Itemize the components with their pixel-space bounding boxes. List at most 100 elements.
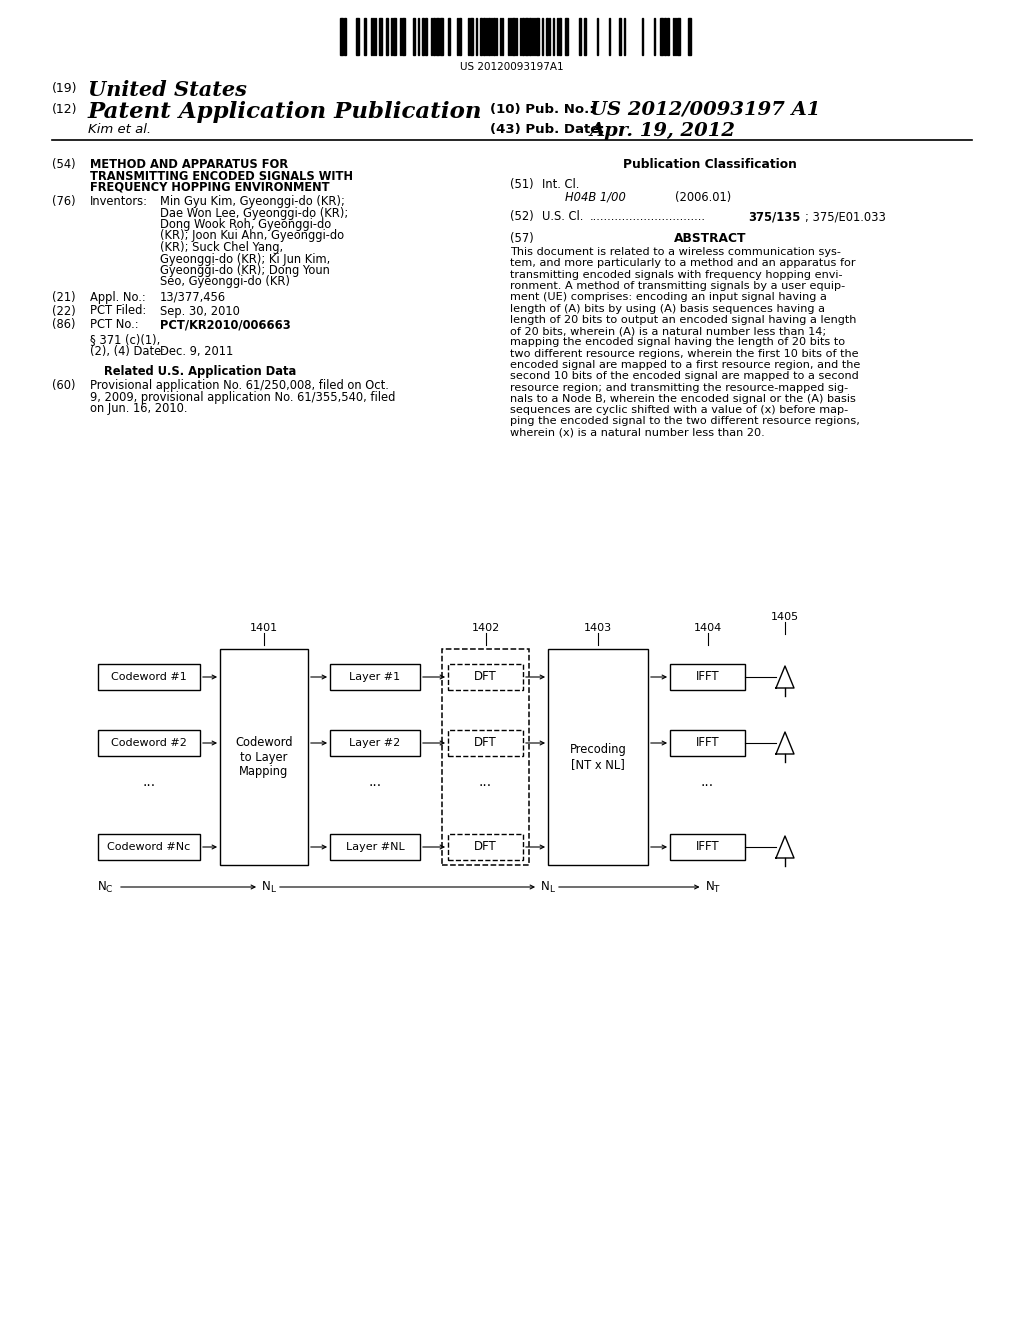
Text: 9, 2009, provisional application No. 61/355,540, filed: 9, 2009, provisional application No. 61/… <box>90 391 395 404</box>
Text: (2), (4) Date:: (2), (4) Date: <box>90 345 165 358</box>
Bar <box>422 18 424 55</box>
Text: PCT Filed:: PCT Filed: <box>90 305 146 318</box>
Text: (22): (22) <box>52 305 76 318</box>
Text: (52): (52) <box>510 210 534 223</box>
Bar <box>344 18 346 55</box>
Text: METHOD AND APPARATUS FOR: METHOD AND APPARATUS FOR <box>90 158 288 172</box>
Text: § 371 (c)(1),: § 371 (c)(1), <box>90 334 160 346</box>
Bar <box>493 18 495 55</box>
Bar <box>688 18 691 55</box>
Text: DFT: DFT <box>474 737 497 750</box>
Bar <box>449 18 450 55</box>
Text: sequences are cyclic shifted with a value of (x) before map-: sequences are cyclic shifted with a valu… <box>510 405 848 416</box>
Text: Codeword #Nc: Codeword #Nc <box>108 842 190 851</box>
Bar <box>330 834 420 861</box>
Text: ...: ... <box>142 775 156 789</box>
Bar <box>565 18 568 55</box>
Text: Layer #2: Layer #2 <box>349 738 400 748</box>
Text: ping the encoded signal to the two different resource regions,: ping the encoded signal to the two diffe… <box>510 417 860 426</box>
Text: DFT: DFT <box>474 841 497 854</box>
Text: DFT: DFT <box>474 671 497 684</box>
Bar <box>433 18 435 55</box>
Text: (KR); Suck Chel Yang,: (KR); Suck Chel Yang, <box>160 242 283 253</box>
Text: (2006.01): (2006.01) <box>675 191 731 205</box>
Bar <box>459 18 461 55</box>
Text: IFFT: IFFT <box>695 841 719 854</box>
Text: Kim et al.: Kim et al. <box>88 123 152 136</box>
Bar <box>440 18 443 55</box>
Text: Codeword
to Layer
Mapping: Codeword to Layer Mapping <box>236 735 293 779</box>
Text: ronment. A method of transmitting signals by a user equip-: ronment. A method of transmitting signal… <box>510 281 845 290</box>
Bar <box>483 18 485 55</box>
Text: L: L <box>549 886 554 895</box>
Text: Codeword #1: Codeword #1 <box>112 672 186 682</box>
Bar <box>480 18 482 55</box>
Bar <box>677 18 680 55</box>
Text: N: N <box>706 880 715 894</box>
Text: (19): (19) <box>52 82 78 95</box>
Text: 1404: 1404 <box>693 623 722 634</box>
Text: (10) Pub. No.:: (10) Pub. No.: <box>490 103 595 116</box>
Text: Provisional application No. 61/250,008, filed on Oct.: Provisional application No. 61/250,008, … <box>90 379 389 392</box>
Text: IFFT: IFFT <box>695 737 719 750</box>
Text: PCT No.:: PCT No.: <box>90 318 138 331</box>
Text: of 20 bits, wherein (A) is a natural number less than 14;: of 20 bits, wherein (A) is a natural num… <box>510 326 826 337</box>
Text: ...: ... <box>369 775 382 789</box>
Text: (KR); Joon Kui Ahn, Gyeonggi-do: (KR); Joon Kui Ahn, Gyeonggi-do <box>160 230 344 243</box>
Text: IFFT: IFFT <box>695 671 719 684</box>
Text: second 10 bits of the encoded signal are mapped to a second: second 10 bits of the encoded signal are… <box>510 371 859 381</box>
Text: 1402: 1402 <box>471 623 500 634</box>
Bar <box>488 18 490 55</box>
Text: Apr. 19, 2012: Apr. 19, 2012 <box>590 121 736 140</box>
Bar <box>536 18 539 55</box>
Text: 1401: 1401 <box>250 623 279 634</box>
Text: Publication Classification: Publication Classification <box>623 158 797 172</box>
Bar <box>660 18 663 55</box>
Text: N: N <box>262 880 270 894</box>
Bar <box>220 649 308 865</box>
Bar <box>98 664 200 690</box>
Text: PCT/KR2010/006663: PCT/KR2010/006663 <box>160 318 291 331</box>
Text: Layer #NL: Layer #NL <box>346 842 404 851</box>
Bar <box>330 730 420 756</box>
Bar <box>425 18 427 55</box>
Bar <box>436 18 439 55</box>
Text: nals to a Node B, wherein the encoded signal or the (A) basis: nals to a Node B, wherein the encoded si… <box>510 393 856 404</box>
Text: (76): (76) <box>52 195 76 209</box>
Text: C: C <box>106 886 113 895</box>
Bar <box>386 18 388 55</box>
Bar <box>330 664 420 690</box>
Text: on Jun. 16, 2010.: on Jun. 16, 2010. <box>90 403 187 414</box>
Text: Patent Application Publication: Patent Application Publication <box>88 102 482 123</box>
Bar <box>449 730 523 756</box>
Text: ...: ... <box>479 775 493 789</box>
Text: (60): (60) <box>52 379 76 392</box>
Bar <box>402 18 406 55</box>
Text: wherein (x) is a natural number less than 20.: wherein (x) is a natural number less tha… <box>510 428 765 438</box>
Text: ................................: ................................ <box>590 210 706 223</box>
Bar <box>449 664 523 690</box>
Text: Gyeonggi-do (KR); Ki Jun Kim,: Gyeonggi-do (KR); Ki Jun Kim, <box>160 252 331 265</box>
Text: 375/135: 375/135 <box>748 210 800 223</box>
Text: two different resource regions, wherein the first 10 bits of the: two different resource regions, wherein … <box>510 348 859 359</box>
Bar <box>356 18 359 55</box>
Text: H04B 1/00: H04B 1/00 <box>565 191 626 205</box>
Text: N: N <box>541 880 550 894</box>
Bar <box>512 18 515 55</box>
Bar <box>98 730 200 756</box>
Text: Codeword #2: Codeword #2 <box>111 738 187 748</box>
Text: 1403: 1403 <box>584 623 612 634</box>
Text: (86): (86) <box>52 318 76 331</box>
Text: ABSTRACT: ABSTRACT <box>674 232 746 246</box>
Text: mapping the encoded signal having the length of 20 bits to: mapping the encoded signal having the le… <box>510 338 845 347</box>
Text: Dae Won Lee, Gyeonggi-do (KR);: Dae Won Lee, Gyeonggi-do (KR); <box>160 206 348 219</box>
Text: TRANSMITTING ENCODED SIGNALS WITH: TRANSMITTING ENCODED SIGNALS WITH <box>90 169 353 182</box>
Text: ment (UE) comprises: encoding an input signal having a: ment (UE) comprises: encoding an input s… <box>510 292 826 302</box>
Text: Sep. 30, 2010: Sep. 30, 2010 <box>160 305 240 318</box>
Text: This document is related to a wireless communication sys-: This document is related to a wireless c… <box>510 247 841 257</box>
Bar <box>340 18 343 55</box>
Bar <box>667 18 669 55</box>
Text: US 2012/0093197 A1: US 2012/0093197 A1 <box>590 102 820 119</box>
Text: T: T <box>714 886 719 895</box>
Text: Layer #1: Layer #1 <box>349 672 400 682</box>
